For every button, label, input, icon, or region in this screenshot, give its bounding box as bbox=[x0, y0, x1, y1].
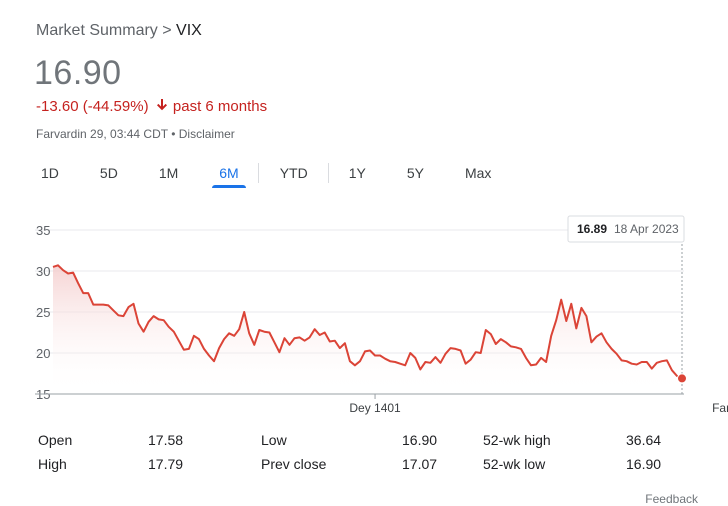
chart-area-fill bbox=[53, 265, 682, 394]
chart-series-line bbox=[52, 264, 683, 380]
disclaimer-link[interactable]: Disclaimer bbox=[178, 127, 235, 141]
chart-x-tick-label: Farvardin 1402 bbox=[712, 401, 728, 415]
stat-52wk-high-value: 36.64 bbox=[626, 432, 662, 448]
stat-high-label: High bbox=[38, 456, 67, 472]
tab-separator bbox=[258, 163, 259, 183]
quote-meta: Farvardin 29, 03:44 CDT • Disclaimer bbox=[36, 127, 235, 141]
breadcrumb-separator: > bbox=[162, 22, 172, 39]
current-price: 16.90 bbox=[34, 54, 122, 92]
tooltip-value: 16.89 bbox=[577, 222, 607, 236]
stats-row: Open 17.58 Low 16.90 52-wk high 36.64 bbox=[0, 432, 728, 454]
stats-row: High 17.79 Prev close 17.07 52-wk low 16… bbox=[0, 456, 728, 478]
stat-low-label: Low bbox=[261, 432, 287, 448]
price-change-period: past 6 months bbox=[172, 98, 268, 115]
tab-ytd[interactable]: YTD bbox=[279, 165, 308, 181]
chart-y-tick-label: 30 bbox=[36, 264, 50, 279]
tab-5y[interactable]: 5Y bbox=[406, 165, 424, 181]
price-change-value: -13.60 (-44.59%) bbox=[36, 98, 149, 115]
stat-prev-close-value: 17.07 bbox=[402, 456, 438, 472]
tab-max[interactable]: Max bbox=[464, 165, 492, 181]
tooltip-date: 18 Apr 2023 bbox=[614, 222, 679, 236]
stat-52wk-high-label: 52-wk high bbox=[483, 432, 551, 448]
stat-high-value: 17.79 bbox=[148, 456, 184, 472]
tab-separator bbox=[328, 163, 329, 183]
breadcrumb: Market Summary > VIX bbox=[36, 22, 202, 40]
chart-y-tick-label: 35 bbox=[36, 223, 50, 238]
tab-1m[interactable]: 1M bbox=[158, 165, 179, 181]
chart-tooltip: 16.89 18 Apr 2023 bbox=[567, 215, 685, 243]
stat-open-value: 17.58 bbox=[148, 432, 184, 448]
breadcrumb-market-summary-link[interactable]: Market Summary bbox=[36, 22, 158, 39]
feedback-link[interactable]: Feedback bbox=[645, 492, 698, 506]
stat-open-label: Open bbox=[38, 432, 73, 448]
stat-prev-close-label: Prev close bbox=[261, 456, 327, 472]
tab-6m[interactable]: 6M bbox=[204, 158, 253, 188]
tab-1y[interactable]: 1Y bbox=[348, 165, 366, 181]
stat-low-value: 16.90 bbox=[402, 432, 438, 448]
chart-current-point bbox=[677, 373, 687, 384]
stat-52wk-low-label: 52-wk low bbox=[483, 456, 546, 472]
stat-52wk-low-value: 16.90 bbox=[626, 456, 662, 472]
price-change: -13.60 (-44.59%) past 6 months bbox=[36, 98, 267, 115]
quote-timestamp: Farvardin 29, 03:44 CDT bbox=[36, 127, 168, 141]
breadcrumb-current-symbol: VIX bbox=[176, 22, 202, 39]
tab-5d[interactable]: 5D bbox=[99, 165, 118, 181]
arrow-down-icon bbox=[156, 98, 167, 115]
chart-y-tick-label: 20 bbox=[36, 346, 50, 361]
chart-y-tick-label: 25 bbox=[36, 305, 50, 320]
tab-1d[interactable]: 1D bbox=[41, 165, 59, 181]
chart-x-tick-label: Dey 1401 bbox=[349, 401, 401, 415]
meta-separator: • bbox=[171, 127, 176, 141]
time-range-tabs: 1D 5D 1M 6M YTD 1Y 5Y Max bbox=[26, 158, 517, 190]
